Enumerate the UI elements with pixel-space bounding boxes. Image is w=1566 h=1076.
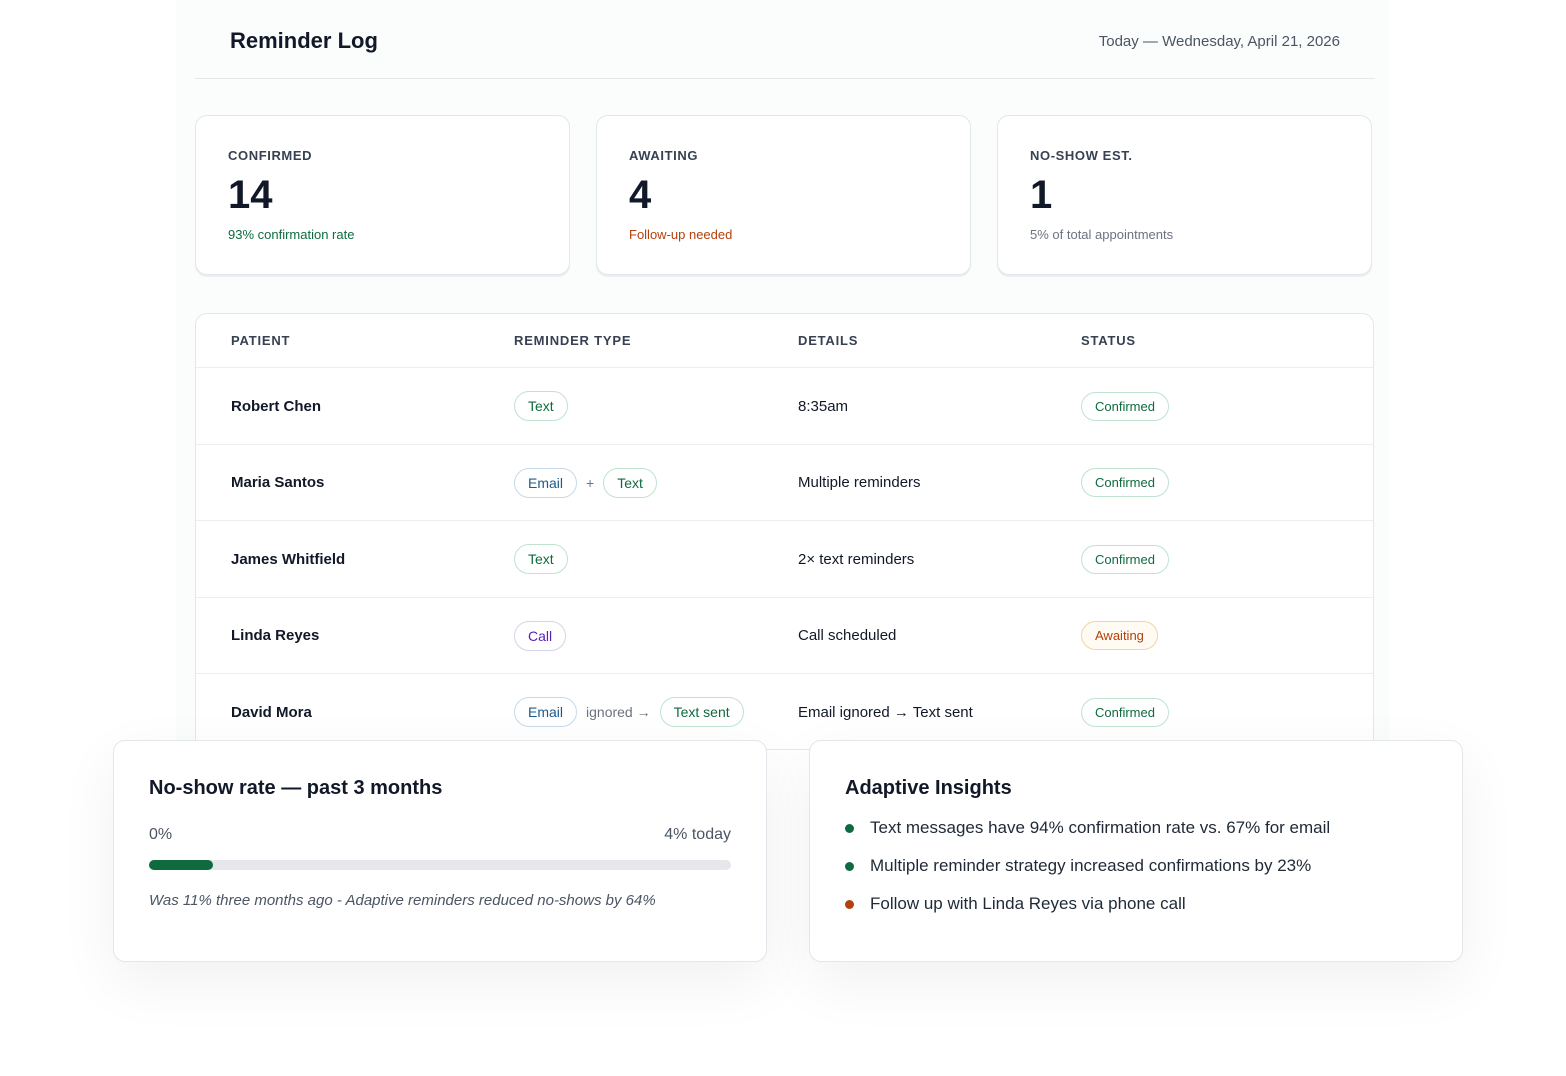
status-badge: Confirmed [1081, 468, 1169, 497]
reminder-chip: Text [514, 544, 568, 574]
cell: Robert Chen [231, 368, 321, 444]
progress-start: 0% [149, 826, 173, 843]
patient-name: Robert Chen [231, 397, 321, 415]
column-header: STATUS [1081, 333, 1136, 348]
cell: Text [514, 368, 568, 444]
cell: Text [514, 521, 568, 597]
cell: Confirmed [1081, 445, 1169, 521]
noshow-card: No-show rate — past 3 months 0% 4% today… [113, 740, 767, 962]
card-title: No-show rate — past 3 months [149, 777, 443, 799]
cell: Email ignored → Text sent [514, 674, 744, 749]
cell: James Whitfield [231, 521, 345, 597]
column-header: REMINDER TYPE [514, 333, 632, 348]
details: 2× text reminders [798, 550, 915, 568]
bullet [845, 899, 854, 909]
stat-value: 14 [228, 173, 273, 217]
insight: Follow up with Linda Reyes via phone cal… [845, 894, 1427, 914]
insight-text: Text messages have 94% confirmation rate… [870, 818, 1331, 837]
insights-card: Adaptive Insights Text messages have 94%… [809, 740, 1463, 962]
insight-text: Follow up with Linda Reyes via phone cal… [870, 894, 1186, 913]
reminder-table: PATIENT REMINDER TYPE DETAILS STATUS Robert … [195, 313, 1374, 750]
cell: David Mora [231, 674, 312, 749]
cell: Confirmed [1081, 521, 1169, 597]
patient-name: James Whitfield [231, 550, 346, 568]
reminder-chip: Text [514, 391, 568, 421]
cell: Call [514, 598, 567, 674]
table-row: Maria Santos Email + Text Multiple reminders… [196, 443, 1373, 521]
stat-card: AWAITING 4 Follow-up needed [596, 115, 971, 275]
details: 8:35am [798, 397, 849, 415]
details: Call scheduled [798, 627, 897, 644]
status-badge: Confirmed [1081, 391, 1169, 421]
column-header: PATIENT [231, 333, 291, 348]
status-badge: Confirmed [1081, 544, 1169, 574]
details: Multiple reminders [798, 474, 921, 491]
cell: Email + Text [514, 445, 657, 521]
stat-label: CONFIRMED [228, 148, 313, 163]
patient-name: Maria Santos [231, 474, 325, 491]
stat-note: 93% confirmation rate [228, 227, 355, 242]
patient-name: Linda Reyes [231, 627, 320, 644]
reminder-chip: Call [514, 620, 567, 651]
reminder-chip: Text sent [659, 697, 744, 727]
stat-note: 5% of total appointments [1030, 227, 1174, 242]
stat-card: CONFIRMED 14 93% confirmation rate [195, 115, 570, 275]
cell: 2× text reminders [798, 521, 914, 597]
stat-note: Follow-up needed [629, 227, 733, 242]
table-row: David Mora Email ignored → Text sent Email i… [196, 673, 1373, 749]
patient-name: David Mora [231, 703, 312, 721]
status-badge: Confirmed [1081, 697, 1169, 727]
reminder-chip: Email [514, 697, 578, 727]
details: Email ignored → Text sent [798, 703, 973, 721]
table-row: James Whitfield Text 2× text reminders Conf… [196, 520, 1373, 597]
bullet [845, 861, 854, 871]
progress-fill [149, 860, 214, 870]
table-row: Linda Reyes Call Call scheduled Awaiting [196, 596, 1373, 674]
connector: ignored → [586, 704, 651, 720]
card-title: Adaptive Insights [845, 777, 1012, 799]
progress-labels: 0% 4% today [149, 826, 731, 844]
cell: Multiple reminders [798, 445, 921, 521]
bullet [845, 823, 854, 833]
stat-value: 1 [1030, 173, 1053, 217]
insight: Multiple reminder strategy increased con… [845, 856, 1427, 876]
connector: + [586, 474, 595, 491]
cell: Maria Santos [231, 445, 324, 521]
header-title: Reminder Log [230, 28, 378, 53]
header-date: Today — Wednesday, April 21, 2026 [1098, 33, 1340, 50]
table-row: Robert Chen Text 8:35am Confirmed [196, 367, 1373, 444]
stat-label: AWAITING [629, 148, 699, 163]
cell: Email ignored → Text sent [798, 674, 973, 749]
cell: Call scheduled [798, 598, 896, 674]
column-header: DETAILS [798, 333, 859, 348]
progress-track [149, 860, 731, 870]
insight: Text messages have 94% confirmation rate… [845, 818, 1427, 838]
divider [195, 78, 1375, 79]
cell: Linda Reyes [231, 598, 319, 674]
cell: 8:35am [798, 368, 848, 444]
progress-note: Was 11% three months ago - Adaptive remi… [149, 892, 656, 909]
status-badge: Awaiting [1081, 621, 1158, 650]
stat-value: 4 [629, 173, 652, 217]
cell: Awaiting [1081, 598, 1158, 674]
stat-card: NO-SHOW EST. 1 5% of total appointments [997, 115, 1372, 275]
cell: Confirmed [1081, 368, 1169, 444]
progress-end: 4% today [664, 826, 731, 843]
reminder-chip: Text [603, 467, 657, 498]
cell: Confirmed [1081, 674, 1169, 749]
insight-text: Multiple reminder strategy increased con… [870, 856, 1312, 875]
stat-label: NO-SHOW EST. [1030, 148, 1133, 163]
reminder-chip: Email [514, 467, 578, 498]
